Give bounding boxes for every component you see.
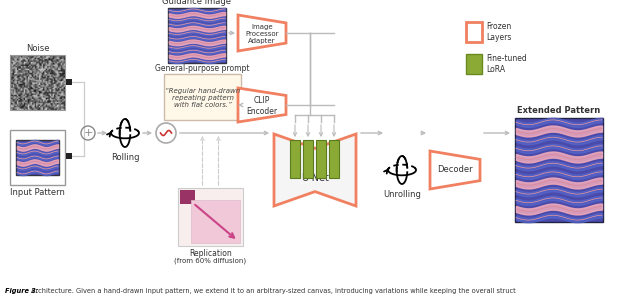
Bar bbox=[290, 140, 300, 178]
Bar bbox=[515, 118, 603, 222]
Bar bbox=[329, 140, 339, 178]
Text: +: + bbox=[83, 129, 93, 138]
Text: Architecture. Given a hand-drawn input pattern, we extend it to an arbitrary-siz: Architecture. Given a hand-drawn input p… bbox=[31, 288, 516, 294]
FancyBboxPatch shape bbox=[164, 74, 241, 120]
Bar bbox=[10, 55, 65, 110]
Text: General-purpose prompt: General-purpose prompt bbox=[156, 64, 250, 73]
Bar bbox=[10, 130, 65, 185]
Bar bbox=[466, 22, 482, 42]
Bar bbox=[316, 140, 326, 178]
Text: CLIP
Encoder: CLIP Encoder bbox=[246, 96, 278, 116]
Polygon shape bbox=[238, 15, 286, 51]
Text: Image
Processor
Adapter: Image Processor Adapter bbox=[245, 24, 279, 44]
Bar bbox=[66, 153, 72, 159]
Bar bbox=[16, 140, 59, 175]
Text: Guidance Image: Guidance Image bbox=[163, 0, 232, 6]
Bar bbox=[66, 79, 72, 85]
Text: Decoder: Decoder bbox=[437, 165, 473, 175]
Polygon shape bbox=[238, 88, 286, 122]
Text: Replication: Replication bbox=[189, 249, 232, 258]
Bar bbox=[191, 200, 240, 243]
Text: (from 60% diffusion): (from 60% diffusion) bbox=[175, 257, 246, 263]
Text: Noise: Noise bbox=[26, 44, 49, 53]
Text: Fine-tuned
LoRA: Fine-tuned LoRA bbox=[486, 54, 527, 74]
Polygon shape bbox=[274, 134, 356, 206]
Bar bbox=[303, 140, 313, 178]
Polygon shape bbox=[430, 151, 480, 189]
Text: Rolling: Rolling bbox=[111, 153, 140, 162]
Bar bbox=[178, 188, 243, 246]
Bar bbox=[466, 54, 482, 74]
Text: “Regular hand-drawn
repeating pattern
with flat colors.”: “Regular hand-drawn repeating pattern wi… bbox=[165, 88, 240, 108]
Bar bbox=[168, 8, 226, 63]
Text: Frozen
Layers: Frozen Layers bbox=[486, 22, 511, 42]
Text: Extended Pattern: Extended Pattern bbox=[517, 106, 600, 115]
Text: U-Net: U-Net bbox=[301, 173, 329, 183]
Text: Unrolling: Unrolling bbox=[383, 190, 421, 199]
Text: Figure 3:: Figure 3: bbox=[5, 288, 43, 294]
Bar bbox=[180, 190, 195, 204]
Text: Input Pattern: Input Pattern bbox=[10, 188, 65, 197]
